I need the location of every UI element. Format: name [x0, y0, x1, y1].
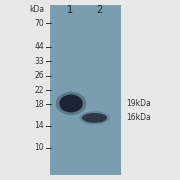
Text: 2: 2	[96, 4, 102, 15]
Text: 16kDa: 16kDa	[126, 113, 151, 122]
Text: 14: 14	[35, 122, 44, 130]
Text: 19kDa: 19kDa	[126, 99, 151, 108]
Text: 26: 26	[35, 71, 44, 80]
Text: 44: 44	[34, 42, 44, 51]
Ellipse shape	[79, 111, 110, 125]
Text: 10: 10	[35, 143, 44, 152]
Text: 70: 70	[34, 19, 44, 28]
Text: 33: 33	[34, 57, 44, 66]
Ellipse shape	[59, 94, 83, 112]
Text: kDa: kDa	[29, 4, 44, 14]
Bar	[50, 5, 121, 175]
Text: 22: 22	[35, 86, 44, 94]
Text: 1: 1	[67, 4, 73, 15]
Ellipse shape	[56, 92, 86, 115]
Ellipse shape	[82, 113, 107, 123]
Text: 18: 18	[35, 100, 44, 109]
